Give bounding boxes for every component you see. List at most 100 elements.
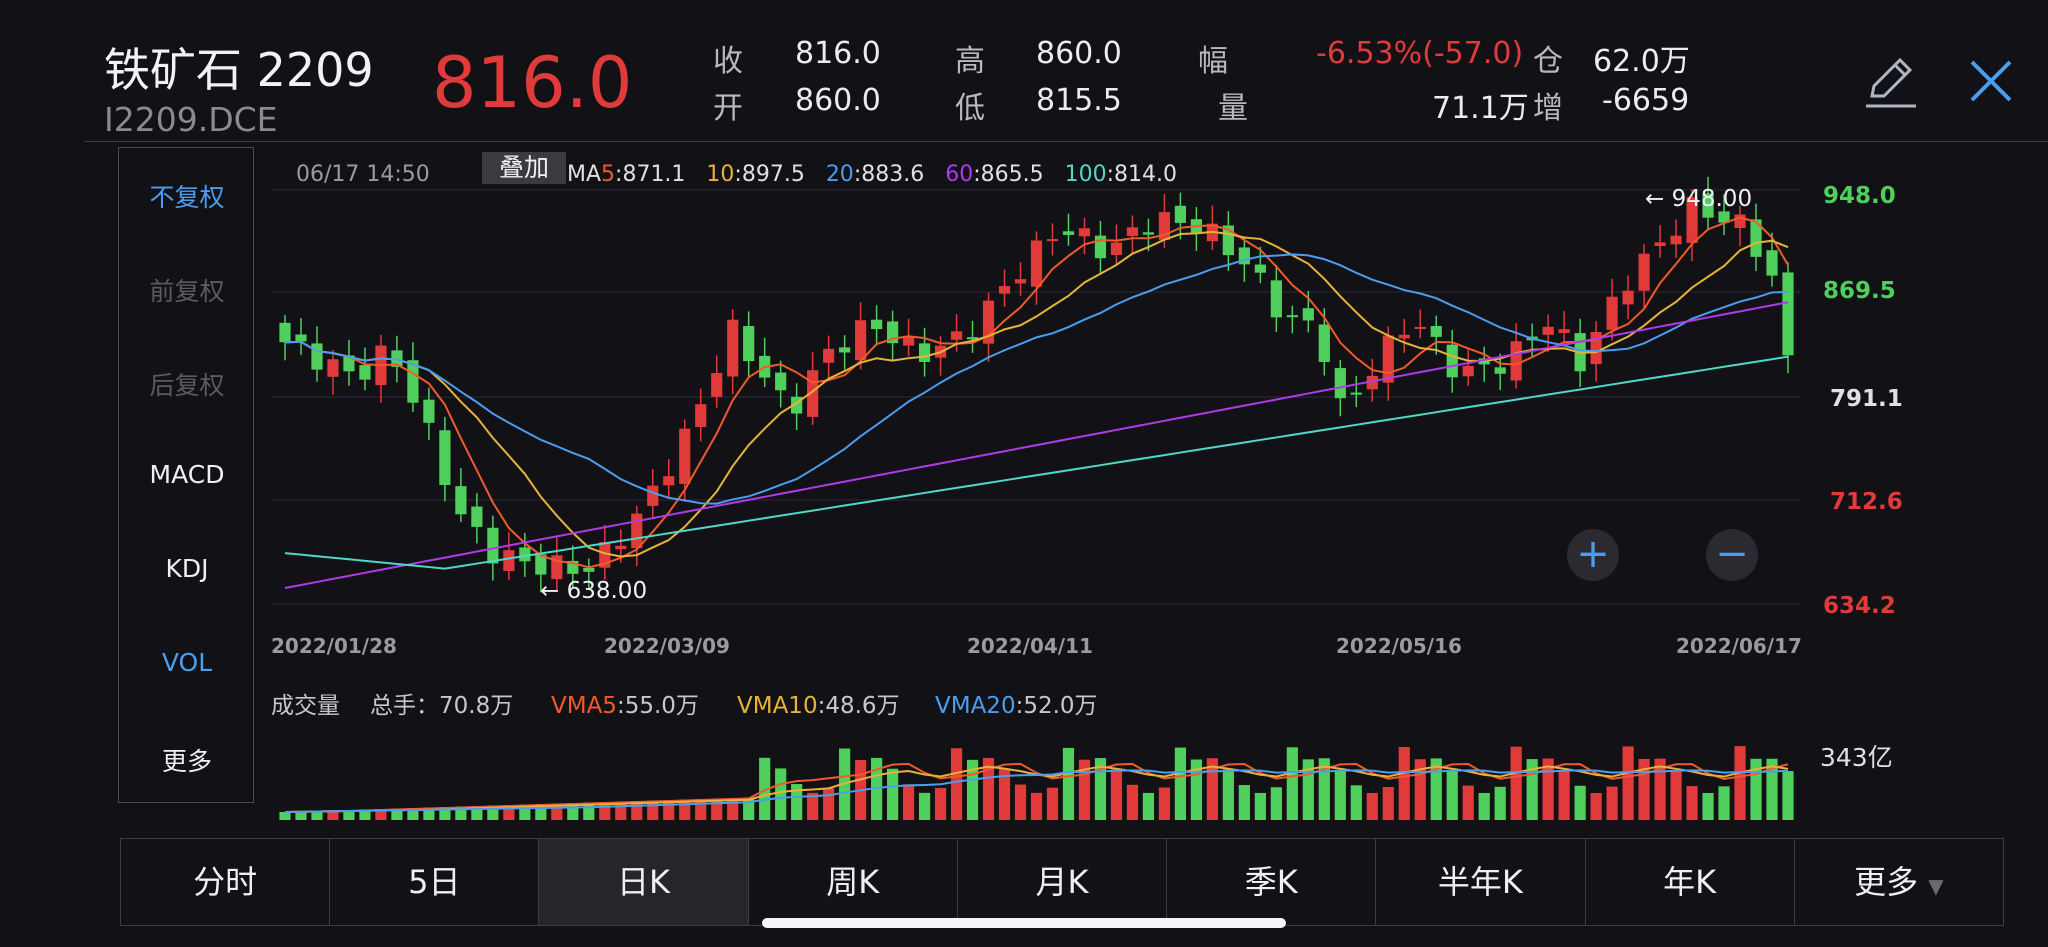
volume-bar <box>775 768 787 820</box>
candle-body <box>471 506 483 527</box>
ma10-period: 10 <box>706 162 735 187</box>
zoom-in-button[interactable]: + <box>1567 529 1619 581</box>
candle-body <box>1046 239 1059 242</box>
volume-bar <box>1558 770 1570 820</box>
volume-bar <box>1686 786 1698 820</box>
volume-bar <box>1238 785 1250 820</box>
candle-body <box>950 331 963 340</box>
volume-bar <box>439 807 451 820</box>
candle-body <box>1302 308 1314 321</box>
tab-more[interactable]: 更多 ▼ <box>1795 839 2003 925</box>
candle-body <box>918 343 931 362</box>
candle-body <box>1430 326 1442 337</box>
tab-more-label: 更多 <box>1854 863 1919 901</box>
edit-icon[interactable] <box>1862 52 1920 110</box>
candle-body <box>1078 228 1091 237</box>
candle-body <box>279 322 291 343</box>
max-price-annotation: ← 948.00 <box>1645 186 1753 212</box>
tab-weekly-k[interactable]: 周K <box>749 839 958 925</box>
sidebar-item-backward-adjust[interactable]: 后复权 <box>149 371 225 400</box>
candle-body <box>823 348 835 363</box>
volume-bar <box>1174 747 1187 820</box>
volume-bar <box>1718 786 1730 820</box>
volume-bar <box>1318 758 1330 820</box>
volume-bar <box>950 748 963 820</box>
close-icon[interactable] <box>1968 58 2014 104</box>
candle-body <box>1510 341 1522 381</box>
candle-body <box>519 547 531 562</box>
overlay-button[interactable]: 叠加 <box>482 152 566 184</box>
tab-monthly-k[interactable]: 月K <box>958 839 1168 925</box>
candle-body <box>631 513 643 549</box>
oi-change-label: 增 <box>1533 91 1563 126</box>
volume-bar <box>1606 786 1618 820</box>
candle-body <box>1606 296 1618 330</box>
tab-yearly-k[interactable]: 年K <box>1586 839 1795 925</box>
volume-bar <box>1478 792 1490 820</box>
y-tick-869: 869.5 <box>1823 278 1896 304</box>
volume-bar <box>1158 787 1171 820</box>
volume-bar <box>1030 792 1043 820</box>
close-value: 816.0 <box>795 36 881 71</box>
volume-bar <box>1430 758 1442 820</box>
candle-body <box>1718 211 1730 223</box>
candle-body <box>1366 375 1378 390</box>
volume-bar <box>1766 758 1778 820</box>
candle-body <box>455 486 467 515</box>
volume-bar <box>1526 759 1538 820</box>
candle-body <box>1398 334 1410 339</box>
ma100-period: 100 <box>1064 162 1107 187</box>
candle-body <box>1766 250 1778 276</box>
candle-body <box>1254 264 1266 273</box>
oi-change-value: -6659 <box>1602 83 1690 118</box>
volume-bar <box>1670 770 1682 820</box>
candle-body <box>855 320 867 361</box>
candle-body <box>1110 242 1123 255</box>
volume-bar <box>1350 785 1362 820</box>
candle-body <box>695 404 707 427</box>
candle-body <box>807 370 819 417</box>
volume-bar <box>1654 758 1666 820</box>
volume-bar <box>567 803 579 820</box>
vma20-label: VMA20 <box>935 693 1016 719</box>
volume-bar <box>1126 784 1139 820</box>
tab-5day[interactable]: 5日 <box>330 839 540 925</box>
volume-bar <box>599 802 611 820</box>
volume-bar <box>295 811 307 820</box>
volume-bar <box>902 784 915 820</box>
change-value: -6.53%(-57.0) <box>1316 36 1524 71</box>
tab-daily-k[interactable]: 日K <box>539 839 749 925</box>
low-value: 815.5 <box>1036 83 1122 118</box>
candle-body <box>1270 280 1282 318</box>
ma-legend: MA5:871.1 10:897.5 20:883.6 60:865.5 100… <box>567 162 1177 187</box>
sidebar-item-macd[interactable]: MACD <box>149 460 225 489</box>
vma5-legend: VMA5:55.0万 <box>551 686 699 720</box>
change-label: 幅 <box>1198 44 1228 79</box>
sidebar-item-forward-adjust[interactable]: 前复权 <box>149 277 225 306</box>
candle-body <box>1062 231 1075 235</box>
tab-quarterly-k[interactable]: 季K <box>1167 839 1377 925</box>
tab-halfyear-k[interactable]: 半年K <box>1376 839 1586 925</box>
home-indicator[interactable] <box>762 918 1286 928</box>
candle-body <box>487 527 499 564</box>
candle-body <box>1750 219 1762 257</box>
volume-bar <box>711 798 723 820</box>
candle-body <box>535 554 547 575</box>
sidebar-item-vol[interactable]: VOL <box>161 648 213 677</box>
volume-bar <box>1462 785 1474 820</box>
tab-intraday[interactable]: 分时 <box>121 839 331 925</box>
vma20-value: :52.0万 <box>1015 693 1098 719</box>
ma5-line <box>284 216 1789 569</box>
sidebar-item-more[interactable]: 更多 <box>161 747 212 776</box>
sidebar-item-no-adjust[interactable]: 不复权 <box>149 183 225 212</box>
volume-bar <box>1510 746 1522 820</box>
sidebar-item-kdj[interactable]: KDJ <box>165 554 209 583</box>
zoom-out-button[interactable]: − <box>1706 529 1758 581</box>
volume-bar <box>1046 787 1059 820</box>
volume-bar <box>519 804 531 820</box>
candle-body <box>727 319 739 377</box>
candle-body <box>615 545 627 550</box>
candle-body <box>982 300 995 344</box>
candle-body <box>1638 253 1650 291</box>
